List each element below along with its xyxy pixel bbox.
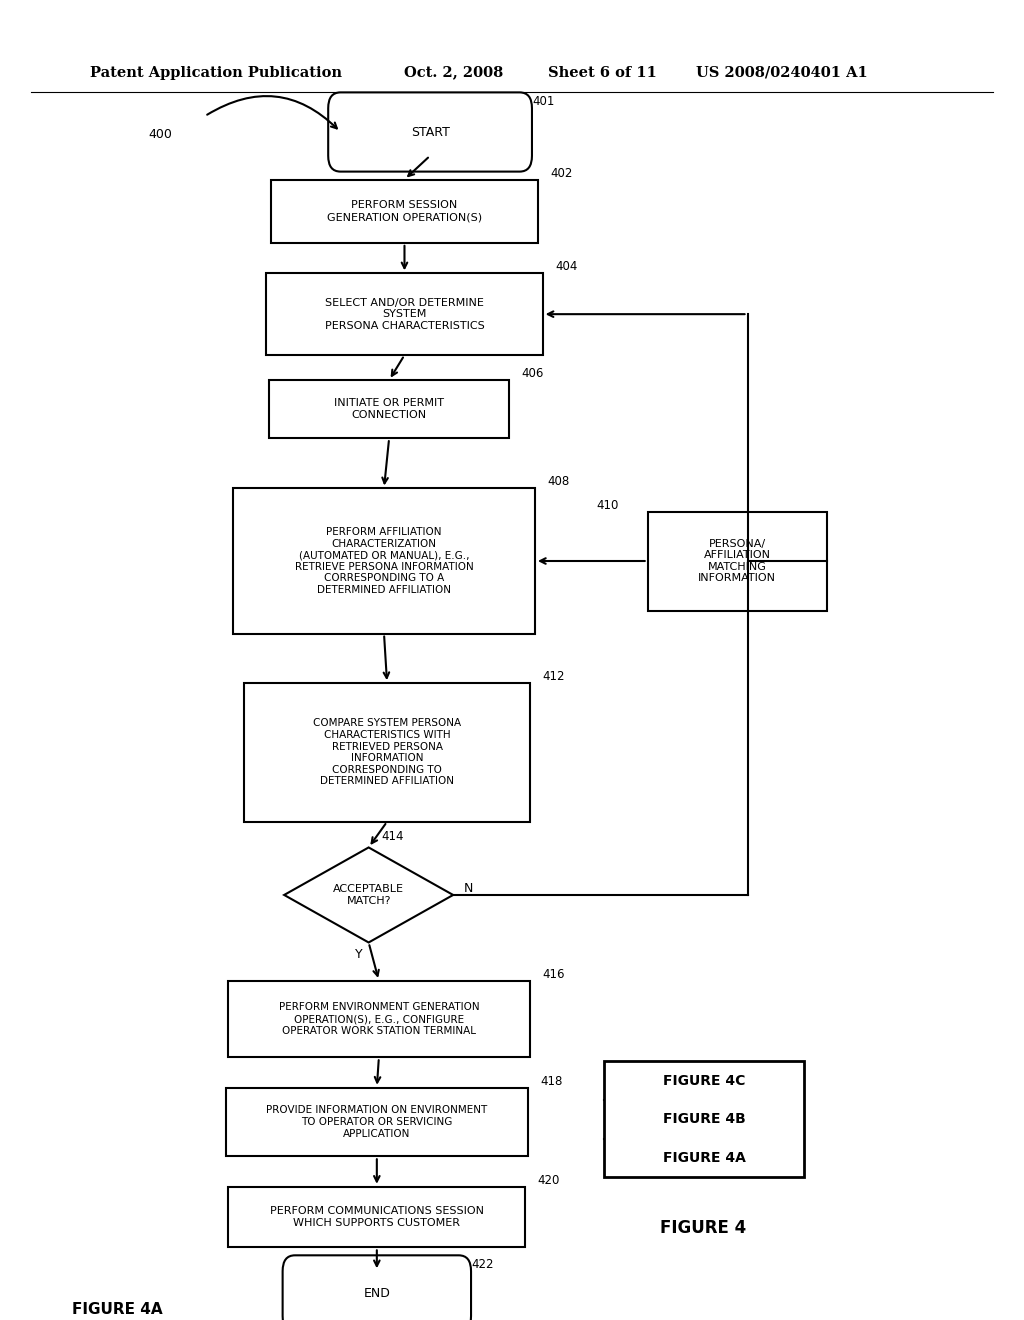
Text: INITIATE OR PERMIT
CONNECTION: INITIATE OR PERMIT CONNECTION <box>334 399 444 420</box>
Text: FIGURE 4C: FIGURE 4C <box>663 1073 745 1088</box>
Text: PROVIDE INFORMATION ON ENVIRONMENT
TO OPERATOR OR SERVICING
APPLICATION: PROVIDE INFORMATION ON ENVIRONMENT TO OP… <box>266 1105 487 1139</box>
Text: PERFORM AFFILIATION
CHARACTERIZATION
(AUTOMATED OR MANUAL), E.G.,
RETRIEVE PERSO: PERFORM AFFILIATION CHARACTERIZATION (AU… <box>295 527 473 595</box>
Bar <box>244 684 530 821</box>
Bar <box>233 488 535 634</box>
Text: 404: 404 <box>555 260 578 273</box>
Bar <box>228 1187 525 1247</box>
Bar <box>271 180 538 243</box>
Text: 418: 418 <box>541 1074 562 1088</box>
Text: 410: 410 <box>596 499 618 512</box>
Text: FIGURE 4A: FIGURE 4A <box>663 1151 745 1166</box>
Text: END: END <box>364 1287 390 1300</box>
FancyBboxPatch shape <box>283 1255 471 1320</box>
Bar <box>268 380 510 438</box>
Bar <box>604 1061 804 1177</box>
Text: SELECT AND/OR DETERMINE
SYSTEM
PERSONA CHARACTERISTICS: SELECT AND/OR DETERMINE SYSTEM PERSONA C… <box>325 297 484 331</box>
Text: 414: 414 <box>381 830 403 843</box>
Bar <box>647 511 826 610</box>
Bar <box>225 1088 528 1156</box>
Text: 416: 416 <box>543 968 564 981</box>
Text: FIGURE 4A: FIGURE 4A <box>73 1302 163 1317</box>
Text: 406: 406 <box>521 367 544 380</box>
Text: 401: 401 <box>532 95 554 108</box>
Bar <box>266 273 543 355</box>
Text: US 2008/0240401 A1: US 2008/0240401 A1 <box>696 66 868 79</box>
Polygon shape <box>284 847 453 942</box>
Text: Patent Application Publication: Patent Application Publication <box>90 66 342 79</box>
Text: 400: 400 <box>148 128 172 141</box>
Text: 412: 412 <box>543 671 565 684</box>
Text: FIGURE 4B: FIGURE 4B <box>663 1113 745 1126</box>
Text: 402: 402 <box>550 166 572 180</box>
Text: PERSONA/
AFFILIATION
MATCHING
INFORMATION: PERSONA/ AFFILIATION MATCHING INFORMATIO… <box>698 539 776 583</box>
Text: 422: 422 <box>471 1258 494 1271</box>
Text: Y: Y <box>354 948 362 961</box>
Text: FIGURE 4: FIGURE 4 <box>660 1218 746 1237</box>
Text: ACCEPTABLE
MATCH?: ACCEPTABLE MATCH? <box>333 884 404 906</box>
Text: PERFORM SESSION
GENERATION OPERATION(S): PERFORM SESSION GENERATION OPERATION(S) <box>327 201 482 222</box>
Text: COMPARE SYSTEM PERSONA
CHARACTERISTICS WITH
RETRIEVED PERSONA
INFORMATION
CORRES: COMPARE SYSTEM PERSONA CHARACTERISTICS W… <box>313 718 461 787</box>
Text: 420: 420 <box>538 1173 560 1187</box>
FancyBboxPatch shape <box>328 92 532 172</box>
Bar <box>227 981 530 1057</box>
Text: N: N <box>463 882 473 895</box>
Text: 408: 408 <box>547 475 569 488</box>
Text: PERFORM COMMUNICATIONS SESSION
WHICH SUPPORTS CUSTOMER: PERFORM COMMUNICATIONS SESSION WHICH SUP… <box>270 1206 483 1228</box>
Text: Sheet 6 of 11: Sheet 6 of 11 <box>548 66 656 79</box>
Text: Oct. 2, 2008: Oct. 2, 2008 <box>404 66 504 79</box>
Text: PERFORM ENVIRONMENT GENERATION
OPERATION(S), E.G., CONFIGURE
OPERATOR WORK STATI: PERFORM ENVIRONMENT GENERATION OPERATION… <box>279 1002 479 1036</box>
Text: START: START <box>411 125 450 139</box>
